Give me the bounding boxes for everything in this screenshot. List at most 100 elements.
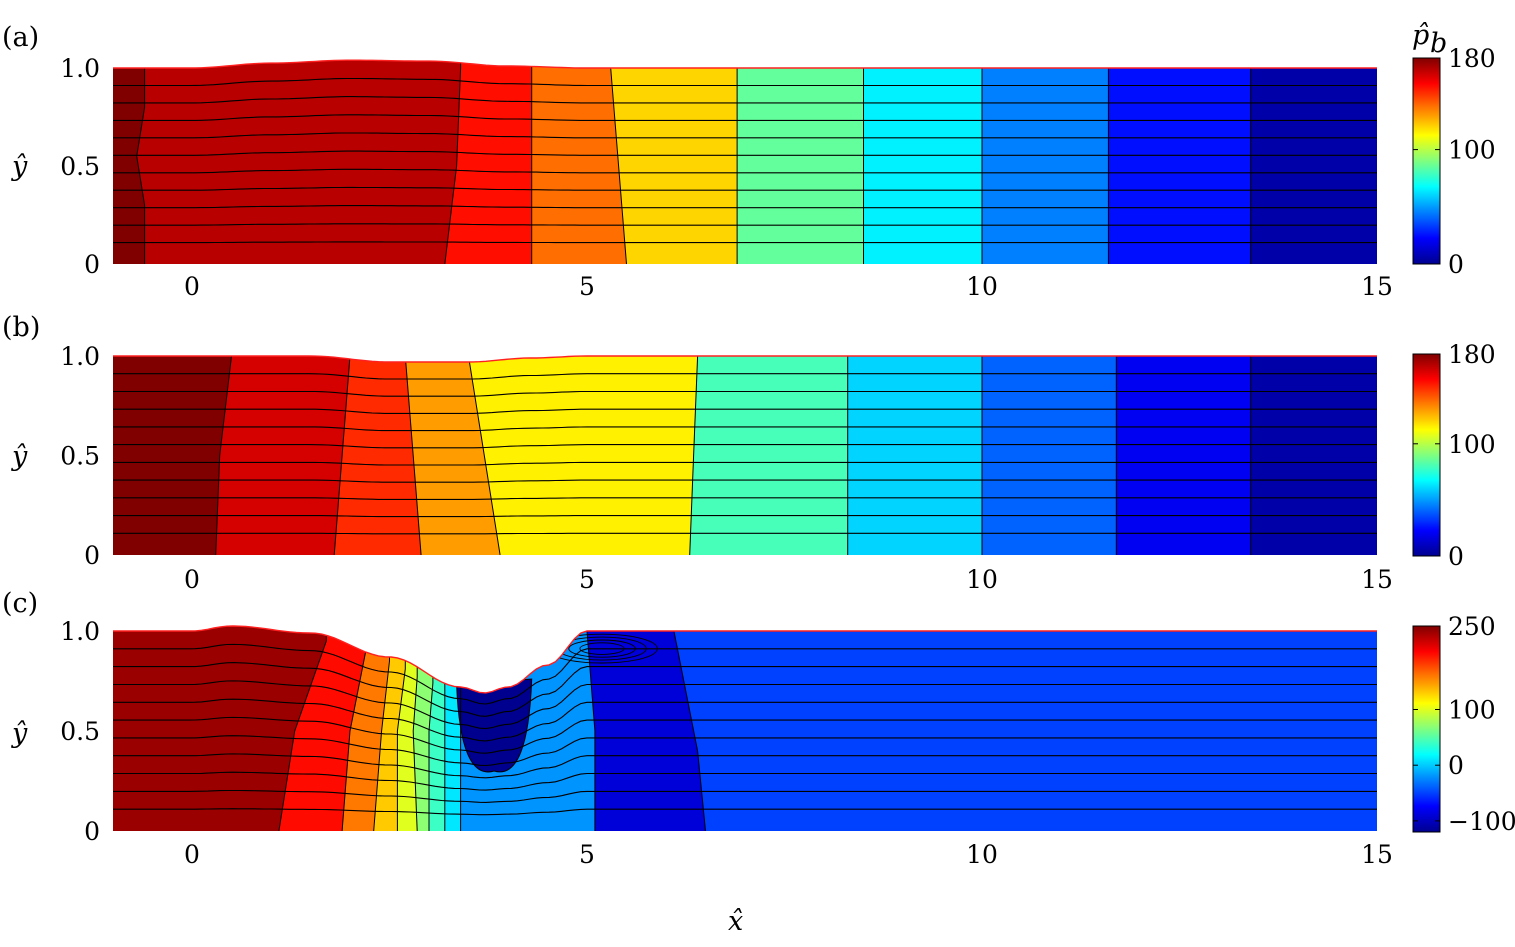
contour-regions — [113, 356, 1377, 555]
contour-band — [1108, 60, 1251, 264]
colorbar-tick-label: 100 — [1448, 136, 1496, 165]
colorbar-c: 250 100 0 −100 — [1412, 612, 1515, 836]
streamline — [113, 698, 1377, 742]
streamline — [113, 753, 1377, 779]
colorbar-b: 180 100 0 — [1412, 340, 1496, 571]
y-tick-label: 0.5 — [60, 442, 100, 471]
panel-label-a: (a) — [2, 22, 39, 53]
streamline — [113, 771, 1377, 791]
contour-band — [982, 356, 1117, 555]
colorbar-a: 180 100 0 — [1412, 44, 1496, 279]
streamline — [113, 114, 1377, 121]
colorbar-title-symbol: p̂ — [1412, 20, 1429, 51]
contour-band — [444, 60, 532, 264]
upper-wall — [113, 625, 1377, 694]
contour-band — [113, 60, 145, 264]
streamline — [113, 373, 1377, 380]
y-tick-label: 0 — [84, 541, 100, 570]
contour-plot-b — [113, 355, 1377, 555]
contour-line — [215, 356, 232, 555]
x-tick-label: 5 — [579, 565, 595, 594]
streamline — [113, 408, 1377, 414]
contour-line — [333, 356, 351, 555]
streamline — [113, 497, 1377, 500]
panel-c: (c) ŷ 0 5 10 15 0 0.5 1.0 250 100 0 −100 — [2, 588, 1515, 869]
colorbar-tick-label: 180 — [1448, 44, 1496, 73]
streamline — [113, 150, 1377, 156]
streamline — [113, 735, 1377, 767]
x-tick-label: 0 — [184, 840, 200, 869]
colorbar-tick-label: 100 — [1448, 696, 1496, 725]
contour-band — [587, 626, 706, 831]
contour-band — [1116, 356, 1251, 555]
streamline — [113, 96, 1377, 104]
y-tick-label: 1.0 — [60, 342, 100, 371]
contour-band — [689, 356, 848, 555]
streamlines — [113, 643, 1377, 816]
contour-band — [673, 626, 1377, 831]
x-tick-label: 10 — [966, 840, 998, 869]
streamline — [113, 532, 1377, 535]
y-tick-label: 0 — [84, 250, 100, 279]
streamline — [113, 77, 1377, 87]
x-tick-label: 5 — [579, 272, 595, 301]
y-tick-label: 0.5 — [60, 717, 100, 746]
x-tick-label: 15 — [1361, 840, 1393, 869]
contour-band — [444, 626, 461, 831]
contour-plot-c — [113, 625, 1377, 831]
streamline — [113, 789, 1377, 803]
streamline — [113, 223, 1377, 226]
contour-line — [689, 356, 699, 555]
x-tick-label: 15 — [1361, 272, 1393, 301]
upper-wall — [113, 59, 1377, 69]
contour-line — [468, 356, 501, 555]
contour-band — [982, 60, 1109, 264]
panel-a: (a) ŷ 0 5 10 15 0 0.5 1.0 180 100 0 — [2, 22, 1496, 301]
streamline — [113, 461, 1377, 466]
contour-line — [610, 60, 627, 265]
contour-plot-a — [113, 59, 1377, 265]
x-tick-label: 0 — [184, 272, 200, 301]
colorbar-tick-label: 180 — [1448, 340, 1496, 369]
x-axis-label: x̂ — [728, 906, 743, 937]
panel-b: (b) ŷ 0 5 10 15 0 0.5 1.0 180 100 0 — [2, 312, 1496, 594]
colorbar-tick-label: −100 — [1448, 807, 1515, 836]
streamlines — [113, 373, 1377, 535]
streamline — [113, 479, 1377, 483]
contour-band — [737, 60, 864, 264]
y-tick-label: 1.0 — [60, 54, 100, 83]
colorbar-tick-label: 0 — [1448, 542, 1464, 571]
streamline — [113, 643, 1377, 705]
contour-band — [215, 356, 350, 555]
contour-band — [468, 356, 698, 555]
y-axis-label-b: ŷ — [11, 441, 28, 472]
streamline — [113, 426, 1377, 432]
contour-line — [586, 626, 596, 831]
streamline — [113, 444, 1377, 449]
streamline — [113, 390, 1377, 397]
contour-band — [334, 356, 422, 555]
streamline — [113, 662, 1377, 717]
colorbar-gradient — [1412, 353, 1441, 557]
colorbar-gradient — [1412, 57, 1441, 265]
contour-band — [610, 60, 738, 264]
contour-line — [404, 356, 422, 555]
colorbar-tick-label: 0 — [1448, 250, 1464, 279]
axis-ticks-c: 0 5 10 15 0 0.5 1.0 — [60, 617, 1393, 869]
contour-lines — [215, 356, 1252, 555]
y-axis-label-a: ŷ — [11, 151, 28, 182]
streamline — [113, 515, 1377, 518]
y-tick-label: 0 — [84, 817, 100, 846]
contour-band — [1250, 356, 1377, 555]
colorbar-tick-label: 0 — [1448, 751, 1464, 780]
contour-band — [1250, 60, 1377, 264]
axis-ticks-a: 0 5 10 15 0 0.5 1.0 — [60, 54, 1393, 301]
x-tick-label: 10 — [966, 272, 998, 301]
streamline — [113, 241, 1377, 244]
colorbar-title: p̂ b — [1412, 20, 1447, 59]
x-tick-label: 15 — [1361, 565, 1393, 594]
y-axis-label-c: ŷ — [11, 718, 28, 749]
streamlines — [113, 77, 1377, 244]
axis-ticks-b: 0 5 10 15 0 0.5 1.0 — [60, 342, 1393, 594]
